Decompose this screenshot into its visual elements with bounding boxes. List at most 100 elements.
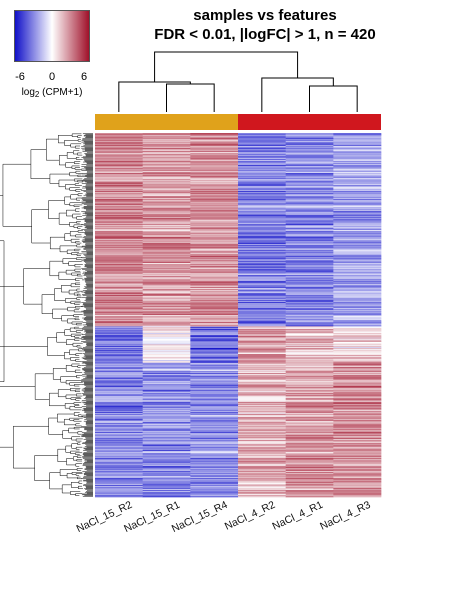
heatmap-cell (190, 139, 239, 141)
heatmap-cell (142, 147, 191, 149)
heatmap-cell (142, 399, 191, 401)
heatmap-cell (95, 228, 143, 230)
heatmap-cell (142, 259, 191, 261)
heatmap-cell (142, 424, 191, 426)
heatmap-cell (142, 305, 191, 307)
heatmap-cell (285, 277, 334, 279)
heatmap-cell (190, 468, 239, 470)
heatmap-cell (142, 165, 191, 168)
heatmap-cell (95, 391, 143, 393)
heatmap-cell (238, 362, 286, 364)
heatmap-cell (190, 146, 239, 149)
heatmap-cell (333, 289, 382, 292)
heatmap-cell (238, 417, 286, 419)
heatmap-cell (333, 299, 382, 301)
heatmap-cell (190, 217, 239, 220)
heatmap-cell (238, 191, 286, 194)
heatmap-cell (333, 304, 382, 306)
heatmap-cell (333, 220, 382, 222)
heatmap-cell (333, 267, 382, 269)
heatmap-cell (190, 215, 239, 217)
heatmap-cell (333, 314, 382, 316)
heatmap-cell (95, 244, 143, 247)
heatmap-cell (142, 157, 191, 159)
heatmap-cell (190, 204, 239, 207)
heatmap-cell (238, 475, 286, 477)
heatmap-cell (142, 135, 191, 137)
heatmap-cell (238, 412, 286, 414)
heatmap-cell (285, 165, 334, 167)
heatmap-cell (238, 321, 286, 323)
heatmap-cell (190, 399, 239, 402)
heatmap-cell (142, 144, 191, 146)
heatmap-cell (285, 443, 334, 445)
heatmap-cell (333, 356, 382, 358)
heatmap-cell (142, 419, 191, 421)
heatmap-cell (285, 256, 334, 259)
heatmap-cell (238, 373, 286, 376)
dendrogram-branch (0, 346, 48, 347)
heatmap-cell (190, 272, 239, 274)
heatmap-cell (142, 220, 191, 222)
heatmap-cell (142, 243, 191, 246)
heatmap-cell (142, 419, 191, 422)
heatmap-cell (95, 174, 143, 176)
heatmap-cell (285, 492, 334, 494)
heatmap-cell (238, 183, 286, 185)
heatmap-cell (285, 143, 334, 145)
heatmap-cell (142, 162, 191, 164)
heatmap-cell (238, 207, 286, 209)
heatmap-cell (333, 175, 382, 177)
heatmap-cell (238, 252, 286, 254)
heatmap-cell (333, 481, 382, 483)
heatmap-cell (333, 196, 382, 198)
heatmap-cell (95, 359, 143, 361)
heatmap-cell (333, 380, 382, 383)
heatmap-cell (238, 222, 286, 224)
heatmap-cell (190, 480, 239, 482)
heatmap-cell (238, 416, 286, 418)
heatmap-cell (238, 247, 286, 249)
heatmap-cell (333, 466, 382, 468)
heatmap-cell (333, 490, 382, 493)
heatmap-cell (333, 194, 382, 196)
heatmap-cell (190, 496, 239, 498)
heatmap-cell (142, 321, 191, 324)
heatmap-cell (190, 447, 239, 449)
heatmap-cell (285, 144, 334, 146)
heatmap-cell (142, 404, 191, 406)
heatmap-cell (238, 436, 286, 438)
heatmap-cell (285, 285, 334, 287)
heatmap-cell (238, 241, 286, 243)
heatmap-cell (190, 305, 239, 307)
heatmap-cell (142, 213, 191, 215)
heatmap-cell (95, 265, 143, 267)
heatmap-cell (190, 324, 239, 326)
heatmap-cell (238, 291, 286, 293)
heatmap-cell (95, 345, 143, 347)
heatmap-cell (238, 329, 286, 331)
dendrogram-branch (58, 135, 73, 144)
heatmap-cell (238, 225, 286, 227)
heatmap-cell (285, 267, 334, 269)
heatmap-cell (238, 305, 286, 307)
heatmap-cell (285, 455, 334, 457)
heatmap-cell (238, 139, 286, 142)
heatmap-cell (333, 483, 382, 485)
heatmap-cell (142, 339, 191, 341)
heatmap-cell (238, 136, 286, 138)
heatmap-cell (95, 324, 143, 326)
dendrogram-branch (58, 212, 70, 225)
heatmap-cell (190, 467, 239, 469)
heatmap-cell (333, 442, 382, 444)
heatmap-cell (238, 208, 286, 210)
heatmap-cell (142, 313, 191, 315)
heatmap-cell (95, 347, 143, 350)
dendrogram-branch (74, 389, 81, 392)
heatmap-cell (238, 406, 286, 409)
dendrogram-branch (75, 330, 83, 333)
heatmap-cell (238, 215, 286, 217)
heatmap-cell (238, 210, 286, 212)
heatmap-cell (142, 471, 191, 473)
heatmap-cell (285, 191, 334, 193)
